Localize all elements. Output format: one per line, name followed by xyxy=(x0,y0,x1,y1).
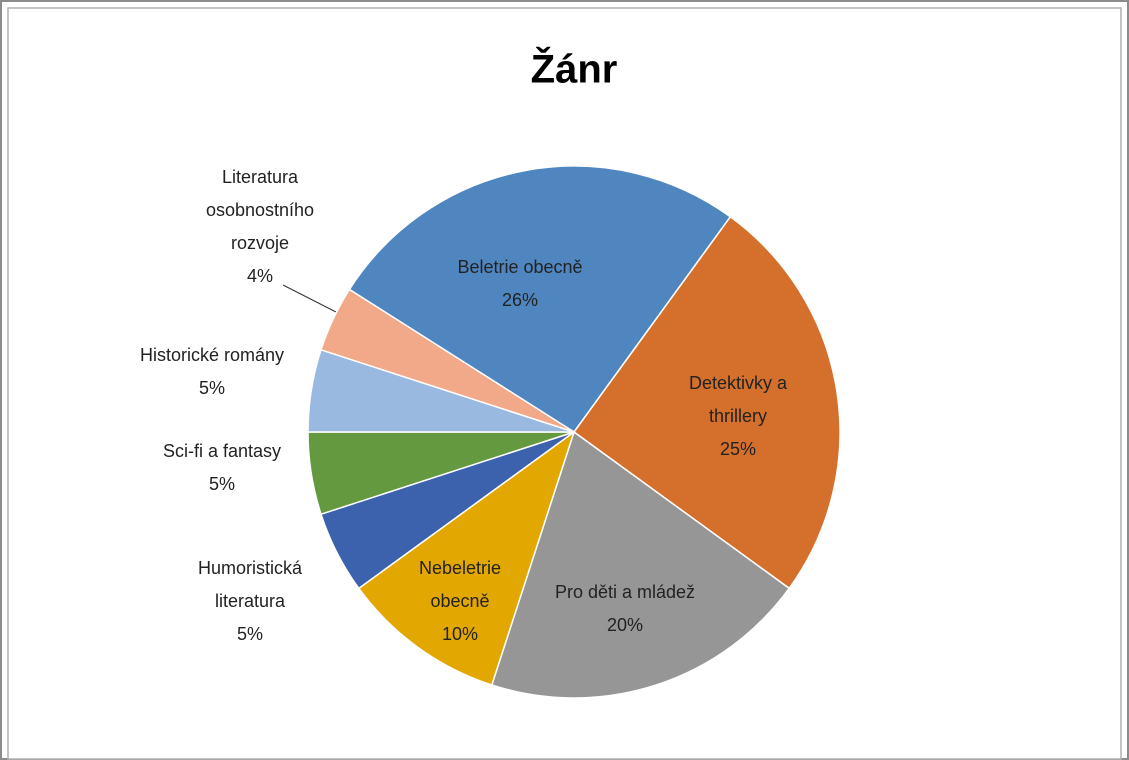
category-label: Nebeletrie obecně xyxy=(419,558,501,611)
value-label: 5% xyxy=(237,624,263,644)
chart-title: Žánr xyxy=(531,46,618,92)
category-label: Literatura osobnostního rozvoje xyxy=(206,167,314,253)
pie-slice xyxy=(348,165,732,434)
category-label: Sci-fi a fantasy xyxy=(163,441,281,461)
category-label: Detektivky a thrillery xyxy=(689,373,788,426)
value-label: 25% xyxy=(720,439,756,459)
category-label: Beletrie obecně xyxy=(457,257,582,277)
value-label: 26% xyxy=(502,290,538,310)
pie-slice xyxy=(572,215,841,590)
leader-line xyxy=(282,284,337,313)
pie-slice xyxy=(357,430,576,686)
pie-slice xyxy=(490,430,791,699)
category-label: Humoristická literatura xyxy=(198,558,303,611)
category-label: Pro děti a mládež xyxy=(555,582,695,602)
value-label: 5% xyxy=(199,378,225,398)
value-label: 10% xyxy=(442,624,478,644)
category-label: Historické romány xyxy=(140,345,284,365)
pie-slice xyxy=(320,288,575,433)
value-label: 4% xyxy=(247,266,273,286)
value-label: 5% xyxy=(209,474,235,494)
value-label: 20% xyxy=(607,615,643,635)
